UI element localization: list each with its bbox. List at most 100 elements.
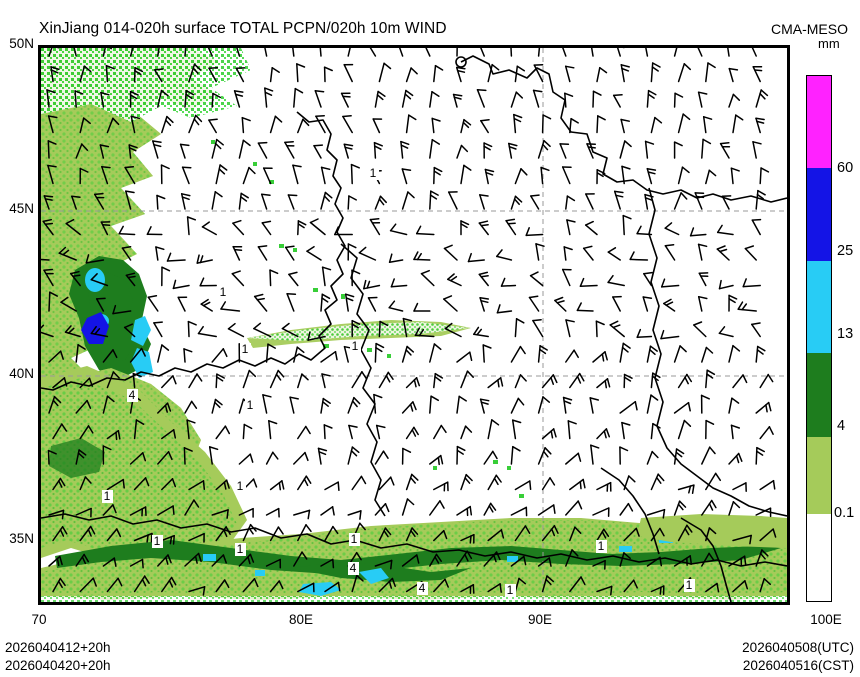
wind-barb-shaft	[413, 258, 431, 261]
wind-barb-shaft	[129, 558, 144, 567]
wind-barb-flag	[613, 190, 624, 194]
wind-barb-flag	[196, 373, 203, 382]
wind-barb-flag	[566, 195, 576, 202]
wind-barb-shaft	[645, 48, 649, 57]
wind-barb-flag	[632, 579, 638, 589]
contour-label: 1	[154, 534, 161, 548]
wind-barb-shaft	[589, 397, 594, 414]
wind-barb-flag	[621, 67, 630, 72]
wind-barb-flag	[351, 400, 358, 408]
wind-barb-flag	[343, 143, 354, 147]
wind-barb-flag	[410, 67, 418, 75]
wind-barb-shaft	[238, 192, 242, 210]
wind-barb-flag	[684, 376, 689, 385]
wind-barb-flag	[192, 67, 199, 74]
map-panel[interactable]: 11114111111441111	[38, 45, 790, 605]
colorbar-segment-4-13[interactable]	[807, 353, 831, 438]
wind-barb-shaft	[487, 419, 493, 440]
wind-barb-flag	[359, 510, 362, 520]
wind-barb-flag	[44, 222, 54, 226]
wind-barb-flag	[411, 473, 419, 481]
wind-barb-flag	[384, 503, 390, 513]
wind-barb-shaft	[646, 556, 661, 567]
wind-barb-flag	[495, 474, 502, 483]
wind-barb-shaft	[487, 377, 502, 389]
wind-barb-shaft	[232, 222, 245, 236]
wind-barb-shaft	[646, 345, 652, 363]
wind-barb-shaft	[429, 454, 442, 465]
wind-barb-shaft	[48, 509, 65, 516]
wind-barb-shaft	[537, 345, 541, 363]
wind-barb-shaft	[719, 142, 730, 159]
wind-barb-flag	[334, 350, 338, 361]
wind-barb-flag	[756, 120, 765, 124]
colorbar-segment-13-25[interactable]	[807, 260, 831, 354]
wind-barb-flag	[556, 300, 565, 304]
colorbar-segment-60plus[interactable]	[807, 76, 831, 169]
wind-barb-flag	[548, 557, 552, 567]
wind-barb-flag	[415, 225, 422, 235]
wind-barb-flag	[513, 113, 523, 119]
wind-barb-flag	[242, 139, 251, 147]
wind-barb-shaft	[530, 195, 540, 210]
wind-barb-flag	[292, 164, 302, 168]
wind-barb-flag	[757, 189, 766, 196]
wind-barb-flag	[90, 273, 98, 281]
wind-barb-flag	[272, 451, 279, 460]
wind-barb-shaft	[242, 166, 250, 185]
wind-barb-flag	[57, 580, 63, 589]
map-graphics: 11114111111441111	[41, 48, 787, 602]
wind-barb-flag	[59, 350, 64, 360]
wind-barb-shaft	[705, 369, 708, 389]
wind-barb-shaft	[152, 140, 159, 159]
wind-barb-flag	[240, 196, 248, 202]
wind-barb-flag	[64, 325, 72, 333]
wind-barb-flag	[644, 193, 654, 198]
wind-barb-shaft	[161, 429, 175, 440]
colorbar[interactable]	[806, 75, 832, 602]
wind-barb-flag	[194, 555, 198, 564]
wind-barb-flag	[649, 348, 656, 356]
wind-barb-flag	[301, 373, 309, 381]
wind-barb-flag	[520, 168, 528, 176]
wind-barb-shaft	[101, 165, 109, 185]
wind-barb-flag	[402, 447, 412, 453]
wind-barb-flag	[744, 245, 755, 250]
wind-barb-shaft	[343, 345, 349, 363]
wind-barb-flag	[635, 527, 640, 537]
wind-barb-flag	[710, 499, 717, 509]
wind-barb-shaft	[320, 191, 327, 210]
colorbar-segment-below-01[interactable]	[807, 513, 831, 601]
wind-barb-flag	[240, 192, 249, 199]
wind-barb-flag	[369, 218, 380, 221]
wind-barb-flag	[179, 143, 190, 147]
wind-barb-flag	[705, 419, 715, 425]
wind-barb-flag	[82, 117, 91, 125]
wind-barb-shaft	[701, 552, 710, 567]
wind-barb-shaft	[677, 373, 688, 389]
wind-barb-flag	[466, 370, 474, 378]
wind-barb-flag	[678, 500, 687, 508]
wind-barb-shaft	[646, 167, 653, 185]
wind-barb-flag	[529, 480, 532, 491]
contour-label-bg	[348, 562, 359, 575]
wind-barb-flag	[247, 556, 251, 565]
wind-barb-shaft	[48, 395, 56, 414]
wind-barb-shaft	[188, 586, 206, 593]
wind-barb-shaft	[133, 532, 153, 542]
lat-tick-45n: 45N	[9, 201, 34, 216]
wind-barb-shaft	[211, 191, 217, 210]
wind-barb-shaft	[623, 579, 635, 593]
colorbar-segment-25-60[interactable]	[807, 168, 831, 261]
wind-barb-shaft	[79, 377, 91, 389]
wind-barb-shaft	[702, 116, 707, 134]
wind-barb-flag	[604, 351, 608, 361]
wind-barb-shaft	[200, 303, 213, 312]
wind-barb-flag	[607, 247, 617, 253]
wind-barb-shaft	[90, 278, 109, 287]
wind-barb-flag	[443, 529, 448, 540]
wind-barb-shaft	[347, 48, 351, 57]
wind-barb-flag	[83, 553, 90, 563]
colorbar-segment-01-4[interactable]	[807, 437, 831, 514]
wind-barb-shaft	[456, 395, 460, 414]
